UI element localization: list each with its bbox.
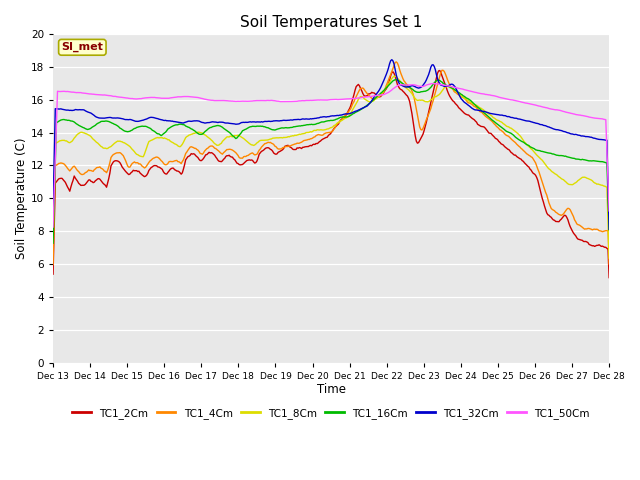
Y-axis label: Soil Temperature (C): Soil Temperature (C) [15,138,28,259]
Text: SI_met: SI_met [61,42,103,52]
X-axis label: Time: Time [317,384,346,396]
Title: Soil Temperatures Set 1: Soil Temperatures Set 1 [240,15,422,30]
Legend: TC1_2Cm, TC1_4Cm, TC1_8Cm, TC1_16Cm, TC1_32Cm, TC1_50Cm: TC1_2Cm, TC1_4Cm, TC1_8Cm, TC1_16Cm, TC1… [68,404,594,423]
